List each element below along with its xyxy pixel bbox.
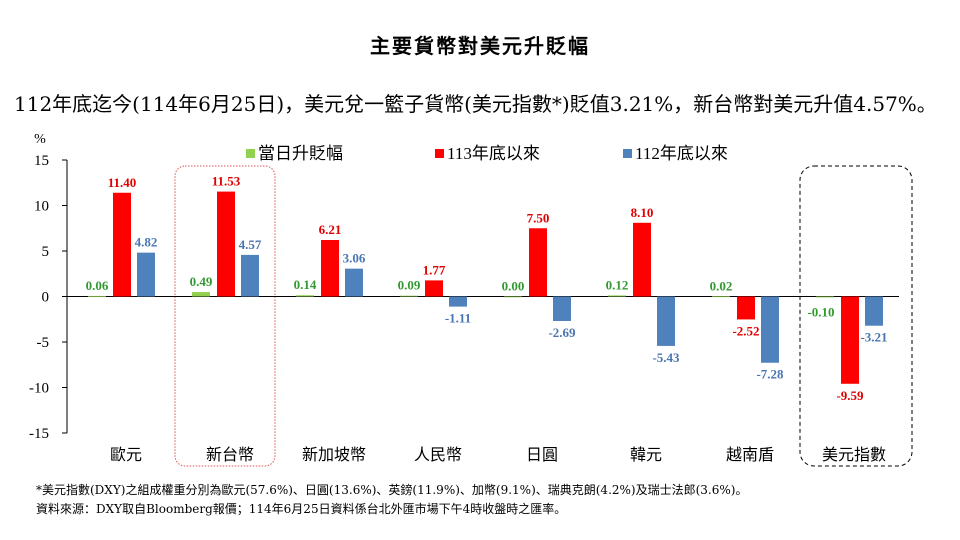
bar: [345, 268, 363, 297]
x-tick-label: 新加坡幣: [302, 446, 366, 464]
data-label: -9.59: [836, 388, 864, 403]
bar: [608, 295, 626, 297]
bar: [761, 296, 779, 363]
legend-label: 112年底以來: [635, 144, 728, 163]
data-label: 8.10: [631, 205, 654, 220]
bar: [425, 280, 443, 297]
data-label: 6.21: [319, 222, 342, 237]
bar: [529, 228, 547, 297]
bar: [865, 296, 883, 326]
data-label: -5.43: [652, 350, 680, 365]
data-label: 0.12: [606, 277, 629, 292]
y-tick-label: 0: [42, 290, 50, 306]
y-tick-label: 5: [42, 244, 50, 260]
bar: [657, 296, 675, 346]
legend-label: 113年底以來: [447, 144, 540, 163]
bar: [504, 296, 522, 298]
footnote-source: 資料來源：DXY取自Bloomberg報價；114年6月25日資料係台北外匯市場…: [36, 502, 567, 516]
x-tick-label: 日圓: [526, 447, 558, 464]
footnote-dxy: *美元指數(DXY)之組成權重分別為歐元(57.6%)、日圓(13.6%)、英鎊…: [36, 483, 748, 497]
bar: [449, 296, 467, 307]
bar: [712, 296, 730, 298]
legend-label: 當日升貶幅: [258, 144, 343, 163]
data-label: 11.40: [108, 175, 137, 190]
data-label: -2.69: [548, 325, 576, 340]
x-tick-label: 越南盾: [726, 446, 774, 464]
bar: [88, 295, 106, 297]
bar: [217, 191, 235, 297]
page-title: 主要貨幣對美元升貶幅: [370, 34, 590, 58]
x-tick-label: 新台幣: [206, 446, 254, 464]
bar: [321, 239, 339, 297]
legend-swatch: [623, 149, 632, 158]
data-label: 3.06: [343, 251, 366, 266]
bar: [241, 254, 259, 297]
bar: [816, 296, 834, 298]
bar: [737, 296, 755, 320]
data-label: 7.50: [527, 210, 550, 225]
bar: [113, 192, 131, 297]
y-axis-unit: %: [34, 132, 46, 147]
y-tick-label: -15: [29, 426, 49, 442]
legend-swatch: [435, 149, 444, 158]
data-label: -2.52: [732, 323, 759, 338]
data-label: 1.77: [423, 262, 446, 277]
data-label: 0.49: [190, 274, 213, 289]
data-label: 11.53: [212, 174, 241, 189]
legend-swatch: [246, 149, 255, 158]
data-label: -0.10: [807, 305, 834, 320]
bar: [400, 295, 418, 297]
highlight-box-dxy: [799, 165, 913, 467]
x-tick-label: 美元指數: [822, 446, 886, 464]
bar: [633, 222, 651, 297]
bar: [137, 252, 155, 297]
bar: [841, 296, 859, 384]
x-tick-label: 歐元: [110, 446, 142, 464]
data-label: 4.57: [239, 237, 262, 252]
data-label: 0.14: [294, 277, 317, 292]
data-label: 4.82: [135, 235, 158, 250]
data-label: 0.09: [398, 278, 421, 293]
subtitle: 112年底迄今(114年6月25日)，美元兌一籃子貨幣(美元指數*)貶值3.21…: [14, 92, 937, 116]
data-label: 0.02: [710, 278, 733, 293]
data-label: -3.21: [860, 330, 887, 345]
y-tick-label: 10: [34, 199, 49, 215]
bar: [192, 292, 210, 297]
data-label: -7.28: [756, 367, 784, 382]
bar: [296, 295, 314, 297]
data-label: 0.06: [86, 278, 109, 293]
data-label: 0.00: [502, 279, 525, 294]
bar: [553, 296, 571, 321]
y-tick-label: -5: [37, 335, 50, 351]
x-tick-label: 韓元: [630, 446, 662, 464]
highlight-box-twd: [174, 165, 276, 467]
y-tick-label: 15: [34, 153, 49, 169]
data-label: -1.11: [445, 311, 471, 326]
x-tick-label: 人民幣: [414, 446, 462, 464]
y-tick-label: -10: [29, 381, 49, 397]
